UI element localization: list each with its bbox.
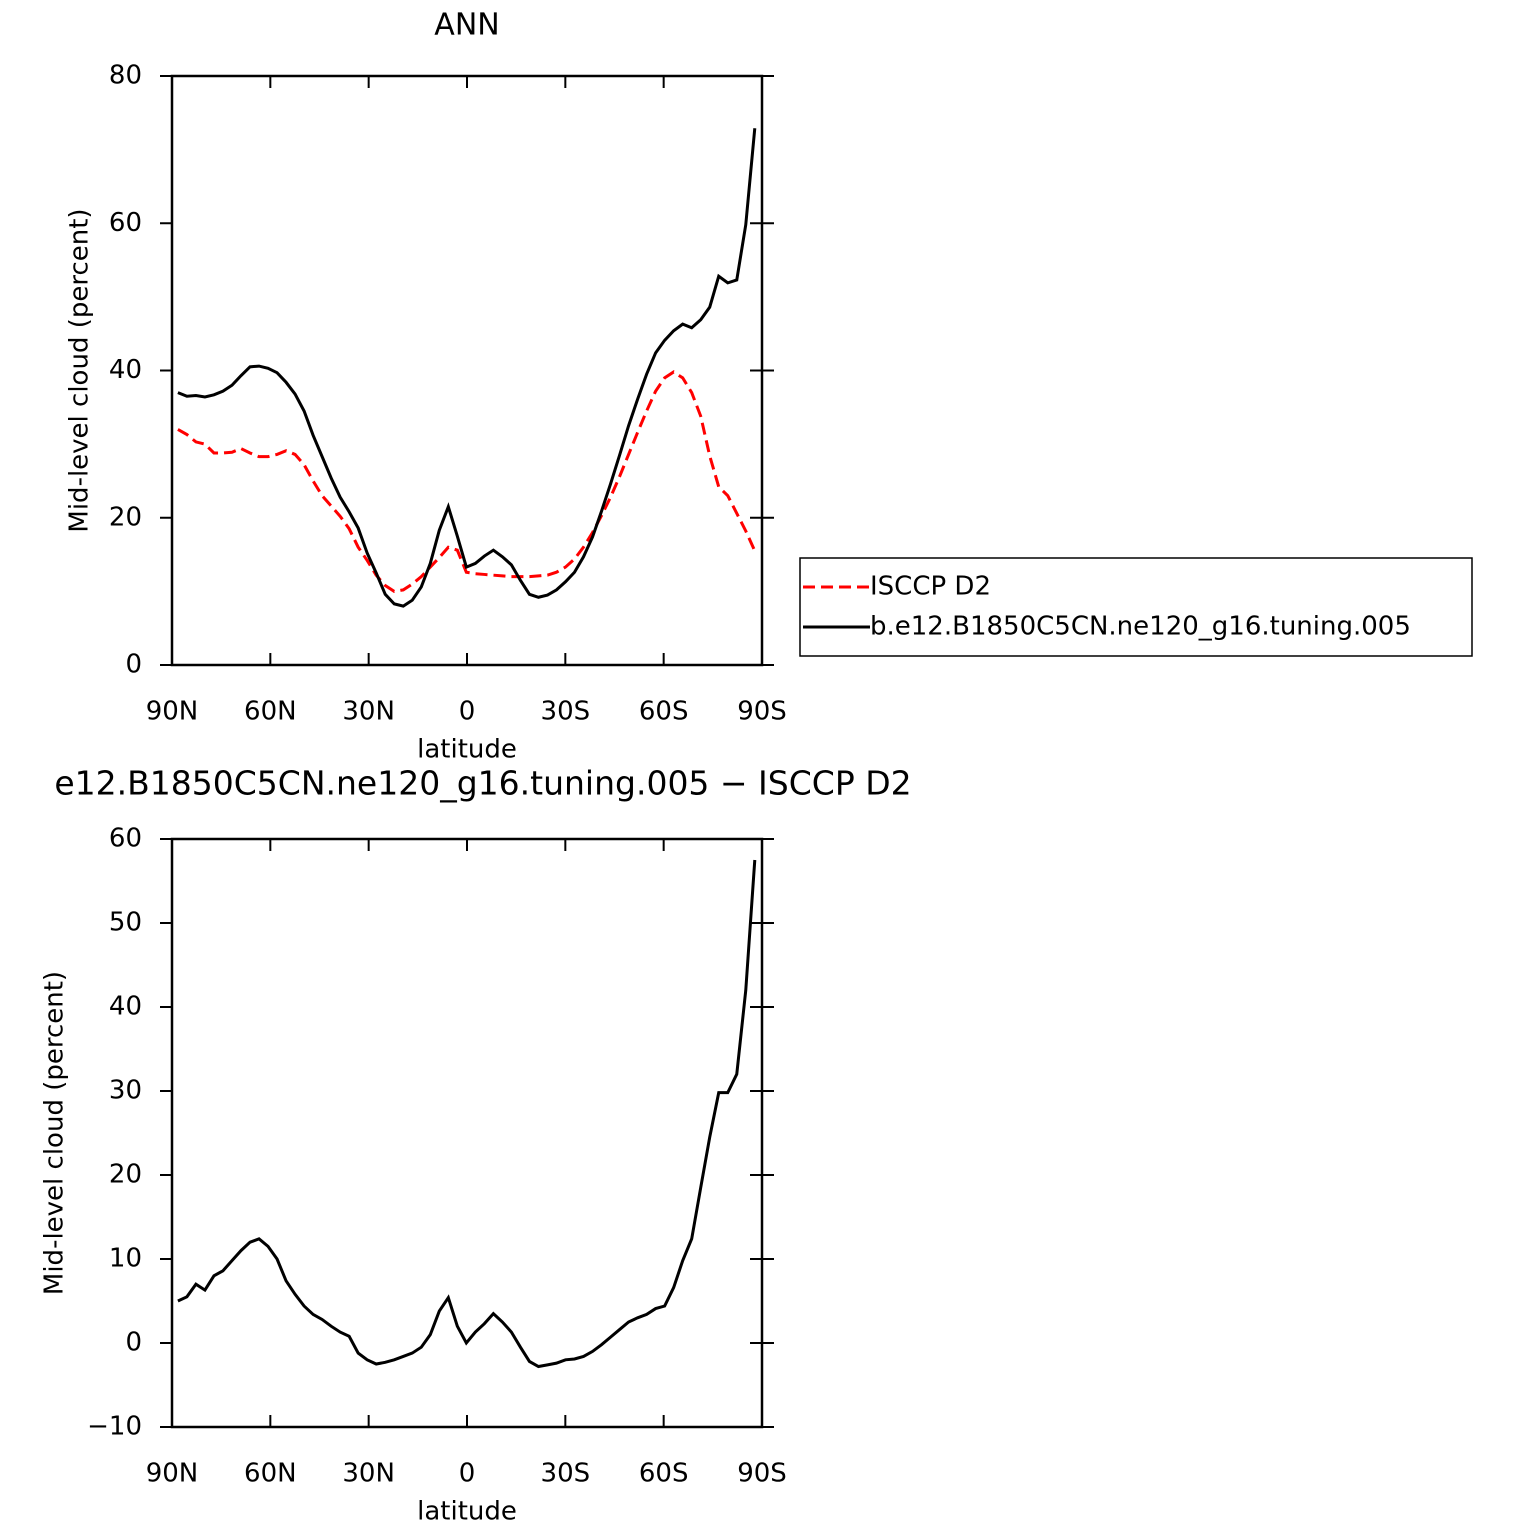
legend-box	[799, 557, 1473, 657]
legend-label: b.e12.B1850C5CN.ne120_g16.tuning.005	[870, 612, 1411, 642]
legend: ISCCP D2 b.e12.B1850C5CN.ne120_g16.tuning…	[799, 557, 1473, 657]
x-tick-label: 30S	[541, 697, 591, 727]
plot-frame	[170, 74, 764, 667]
y-tick-label: −10	[87, 1412, 142, 1442]
y-tick-label: 40	[109, 355, 142, 385]
y-tick-label: 20	[109, 1160, 142, 1190]
x-tick-label: 60S	[639, 1459, 689, 1489]
y-axis-label: Mid-level cloud (percent)	[65, 208, 95, 532]
plot-frame	[170, 837, 764, 1429]
x-tick-label: 60N	[244, 1459, 297, 1489]
x-tick-label: 30N	[342, 1459, 395, 1489]
x-axis-label: latitude	[417, 735, 517, 765]
x-tick-label: 0	[459, 1459, 476, 1489]
y-axis-label: Mid-level cloud (percent)	[40, 971, 70, 1295]
y-tick-label: 40	[109, 992, 142, 1022]
series-line	[177, 859, 757, 1369]
y-tick-label: 60	[109, 208, 142, 238]
y-tick-label: 0	[125, 650, 142, 680]
series-line	[177, 128, 757, 608]
x-axis-label: latitude	[417, 1497, 517, 1527]
x-tick-label: 30N	[342, 697, 395, 727]
y-tick-label: 20	[109, 502, 142, 532]
series-line	[177, 370, 757, 593]
y-tick-label: 50	[109, 908, 142, 938]
x-tick-label: 30S	[541, 1459, 591, 1489]
legend-label: ISCCP D2	[870, 572, 991, 602]
chart-title: ANN	[434, 8, 499, 43]
y-tick-label: 60	[109, 824, 142, 854]
x-tick-label: 90N	[146, 1459, 199, 1489]
x-tick-label: 0	[459, 697, 476, 727]
x-tick-label: 90S	[737, 1459, 787, 1489]
y-tick-label: 30	[109, 1076, 142, 1106]
x-tick-label: 90N	[146, 697, 199, 727]
x-tick-label: 60S	[639, 697, 689, 727]
chart-title: e12.B1850C5CN.ne120_g16.tuning.005 − ISC…	[54, 764, 911, 803]
y-tick-label: 80	[109, 61, 142, 91]
y-tick-label: 10	[109, 1244, 142, 1274]
x-tick-label: 90S	[737, 697, 787, 727]
x-tick-label: 60N	[244, 697, 297, 727]
y-tick-label: 0	[125, 1328, 142, 1358]
